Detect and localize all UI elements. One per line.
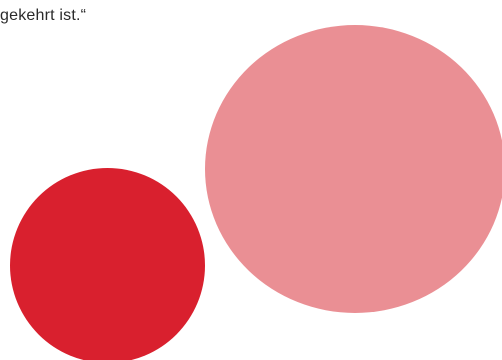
small-red-circle (10, 168, 205, 360)
large-pink-circle (205, 25, 502, 313)
quote-text-fragment: gekehrt ist.“ (0, 7, 87, 24)
